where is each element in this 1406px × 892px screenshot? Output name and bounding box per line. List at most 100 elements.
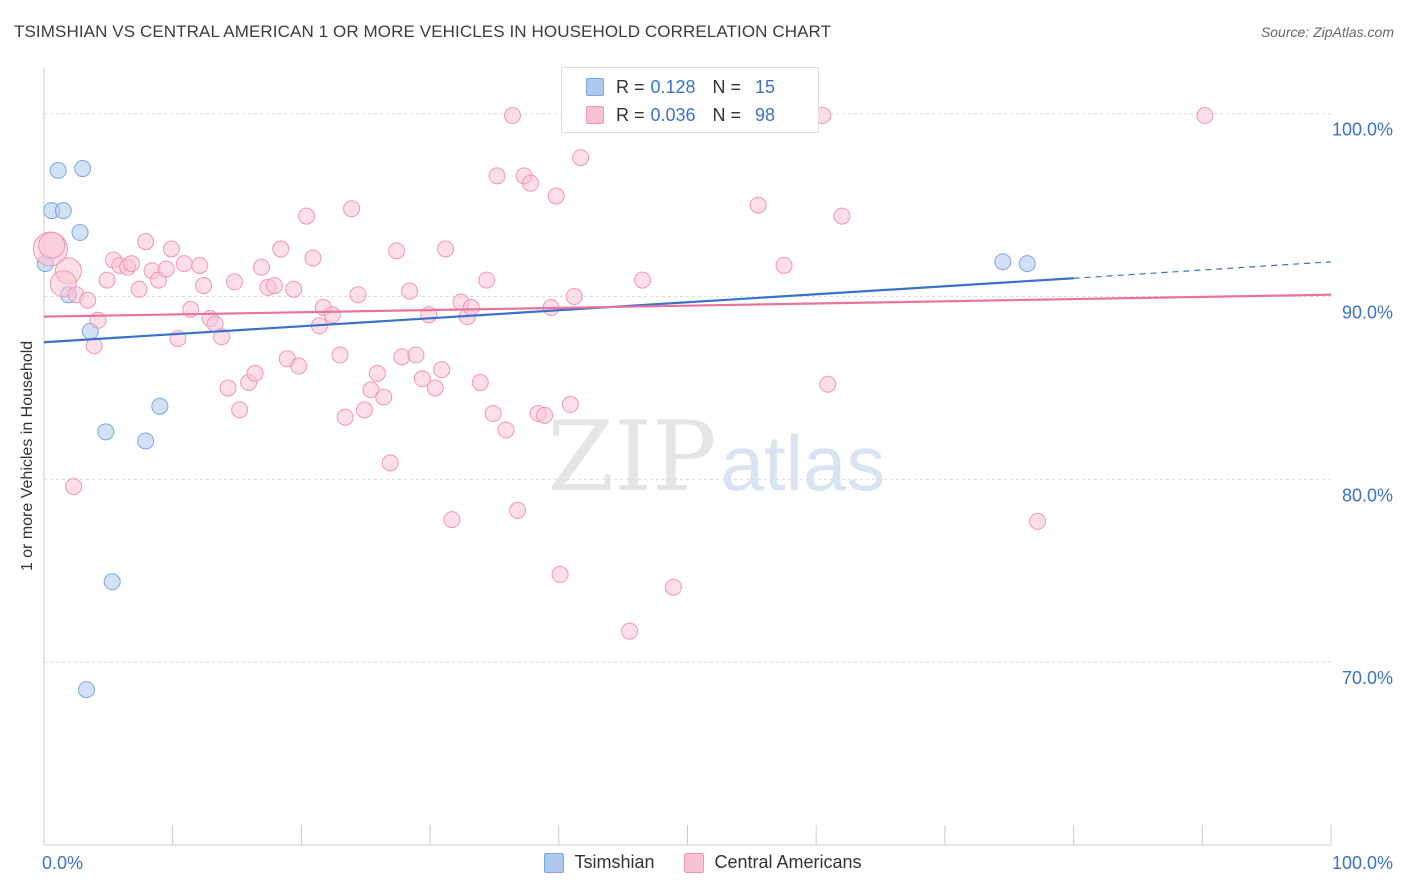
trend-layer <box>43 261 1332 344</box>
data-point-central-americans <box>433 361 451 379</box>
data-point-central-americans <box>362 381 380 399</box>
data-point-central-americans <box>509 501 527 519</box>
data-point-tsimshian <box>151 397 169 415</box>
watermark-atlas: atlas <box>721 419 886 507</box>
data-point-central-americans <box>219 379 237 397</box>
legend-r-label: R = <box>616 76 645 97</box>
data-point-central-americans <box>381 454 399 472</box>
data-point-tsimshian <box>103 573 121 591</box>
legend-swatch-central-americans <box>586 106 604 124</box>
x-tick-label: 0.0% <box>42 853 83 873</box>
data-point-central-americans <box>413 370 431 388</box>
series-swatch-central-americans <box>684 852 705 873</box>
data-point-central-americans <box>285 280 303 298</box>
data-point-central-americans <box>355 401 373 419</box>
data-point-central-americans <box>664 578 682 596</box>
data-point-central-americans <box>323 306 341 324</box>
data-point-central-americans <box>561 395 579 413</box>
data-point-tsimshian <box>54 202 72 220</box>
trend-line-tsimshian <box>43 277 1074 344</box>
data-point-central-americans <box>272 240 290 258</box>
data-point-central-americans <box>621 622 639 640</box>
watermark-zip: ZIP <box>547 401 716 513</box>
series-legend: Tsimshian Central Americans <box>0 852 1406 873</box>
data-point-central-americans <box>443 511 461 529</box>
data-point-central-americans <box>471 373 489 391</box>
tick-label-layer: 100.0% 90.0% 80.0% 70.0% 0.0% 100.0% <box>42 120 1393 873</box>
data-point-central-americans <box>633 271 651 289</box>
grid-layer <box>44 113 1331 663</box>
data-point-central-americans <box>213 328 231 346</box>
data-point-central-americans <box>368 364 386 382</box>
data-point-central-americans <box>246 364 264 382</box>
data-point-central-americans <box>195 277 213 295</box>
data-point-central-americans <box>407 346 425 364</box>
series-swatch-tsimshian <box>544 852 565 873</box>
legend-r-label: R = <box>616 104 645 125</box>
axis-layer <box>43 68 1332 846</box>
data-point-central-americans <box>191 256 209 274</box>
data-point-central-americans <box>833 207 851 225</box>
data-point-central-americans <box>551 565 569 583</box>
legend-swatch-tsimshian <box>586 78 604 96</box>
legend-r-value-tsimshian: 0.128 <box>650 76 696 97</box>
series-legend-item-tsimshian[interactable]: Tsimshian <box>544 852 654 873</box>
data-point-central-americans <box>336 408 354 426</box>
data-point-tsimshian <box>49 161 67 179</box>
data-point-central-americans <box>175 255 193 273</box>
legend-n-label: N = <box>712 104 742 125</box>
legend-n-label: N = <box>712 76 742 97</box>
series-legend-item-central-americans[interactable]: Central Americans <box>684 852 862 873</box>
correlation-legend: R = 0.128 N = 15 R = 0.036 N = 98 <box>561 67 819 133</box>
data-point-tsimshian <box>97 423 115 441</box>
y-tick-label: 70.0% <box>1342 668 1393 688</box>
data-point-central-americans <box>484 405 502 423</box>
data-point-central-americans <box>1029 512 1047 530</box>
data-point-tsimshian <box>137 432 155 450</box>
data-point-central-americans <box>775 256 793 274</box>
data-point-central-americans <box>547 187 565 205</box>
data-point-central-americans <box>1196 107 1214 125</box>
legend-r-value-central-americans: 0.036 <box>650 104 696 125</box>
data-point-central-americans <box>462 298 480 316</box>
data-point-tsimshian <box>77 681 95 699</box>
data-point-central-americans <box>536 406 554 424</box>
series-name-central-americans: Central Americans <box>714 852 862 872</box>
data-point-tsimshian <box>74 160 92 178</box>
data-point-central-americans <box>565 288 583 306</box>
y-tick-label: 90.0% <box>1342 303 1393 323</box>
data-point-central-americans <box>749 196 767 214</box>
data-point-central-americans <box>478 271 496 289</box>
data-point-central-americans <box>265 277 283 295</box>
data-point-central-americans <box>572 149 590 167</box>
data-point-central-americans <box>225 273 243 291</box>
data-point-tsimshian <box>994 253 1012 271</box>
data-point-central-americans <box>85 337 103 355</box>
series-name-tsimshian: Tsimshian <box>574 852 655 872</box>
data-point-central-americans <box>388 242 406 260</box>
data-point-central-americans <box>162 240 180 258</box>
data-point-central-americans <box>304 249 322 267</box>
data-point-central-americans <box>65 478 83 496</box>
legend-n-value-central-americans: 98 <box>755 104 776 125</box>
data-point-central-americans <box>79 291 97 309</box>
data-point-central-americans <box>401 282 419 300</box>
data-point-central-americans <box>497 421 515 439</box>
data-point-central-americans <box>137 233 155 251</box>
data-point-central-americans <box>426 379 444 397</box>
data-point-central-americans <box>503 107 521 125</box>
legend-n-value-tsimshian: 15 <box>755 76 776 97</box>
data-point-tsimshian <box>71 224 89 242</box>
data-point-central-americans <box>331 346 349 364</box>
data-point-central-americans <box>298 207 316 225</box>
data-point-tsimshian <box>1018 255 1036 273</box>
data-point-central-americans <box>393 348 411 366</box>
data-point-central-americans <box>375 388 393 406</box>
trend-extension-tsimshian <box>1073 261 1332 279</box>
data-point-central-americans <box>343 200 361 218</box>
data-point-central-americans <box>819 375 837 393</box>
data-point-central-americans <box>521 174 539 192</box>
data-point-central-americans <box>130 280 148 298</box>
y-axis-label: 1 or more Vehicles in Household <box>19 340 36 572</box>
